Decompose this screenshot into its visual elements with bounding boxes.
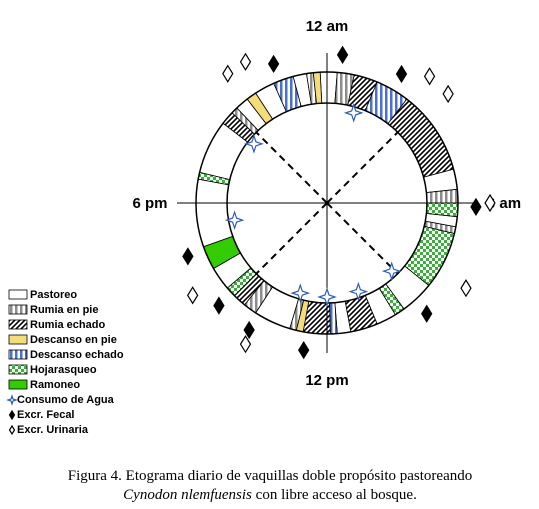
- diagonal-guide: [326, 202, 399, 275]
- legend-swatch: [8, 364, 28, 375]
- event-marker: [317, 287, 337, 307]
- diagonal-guide: [255, 202, 328, 275]
- diagonal-guide: [326, 131, 399, 204]
- event-marker: [290, 283, 311, 304]
- legend-swatch: [8, 334, 28, 345]
- legend-marker: [8, 409, 16, 421]
- legend-swatch: [8, 289, 28, 300]
- legend-label: Excr. Urinaria: [17, 424, 89, 436]
- diagonal-guide: [255, 131, 328, 204]
- event-marker: [213, 296, 225, 315]
- tick-label: 12 pm: [305, 372, 348, 389]
- event-marker: [298, 341, 310, 360]
- legend-label: Hojarasqueo: [30, 364, 97, 376]
- tick-label: 6 pm: [132, 195, 167, 212]
- event-marker: [421, 304, 433, 323]
- event-marker: [239, 335, 252, 354]
- event-marker: [222, 64, 234, 83]
- legend-swatch: [8, 319, 28, 330]
- event-marker: [244, 133, 264, 154]
- tick-label: 12 am: [306, 18, 349, 35]
- caption-species: Cynodon nlemfuensis: [123, 487, 252, 503]
- legend-label: Descanso en pie: [30, 334, 117, 346]
- legend-swatch: [8, 349, 28, 360]
- event-marker: [395, 64, 408, 84]
- event-marker: [239, 52, 252, 71]
- event-marker: [267, 54, 280, 74]
- legend-label: Ramoneo: [30, 379, 80, 391]
- event-marker: [423, 67, 436, 86]
- legend-label: Descanso echado: [30, 349, 124, 361]
- event-marker: [182, 247, 194, 266]
- event-marker: [460, 279, 472, 298]
- event-marker: [343, 102, 364, 123]
- legend-label: Rumia echado: [30, 319, 105, 331]
- event-marker: [381, 261, 402, 282]
- legend-label: Excr. Fecal: [17, 409, 75, 421]
- legend-label: Consumo de Agua: [17, 394, 115, 406]
- legend-swatch: [8, 379, 28, 390]
- event-marker: [470, 197, 482, 217]
- event-marker: [224, 210, 245, 231]
- event-marker: [187, 286, 199, 305]
- event-marker: [336, 45, 349, 64]
- event-marker: [442, 84, 454, 104]
- caption-2: Cynodon nlemfuensis con libre acceso al …: [123, 487, 417, 503]
- legend-label: Pastoreo: [30, 289, 77, 301]
- event-marker: [484, 193, 496, 213]
- tick-label: 6 am: [487, 195, 521, 212]
- caption-rest: con libre acceso al bosque.: [252, 487, 417, 503]
- legend-swatch: [8, 304, 28, 315]
- plot: 12 am 6 am 12 pm 6 pm Pastoreo Rumia en pie Ru…: [6, 18, 521, 436]
- caption: Figura 4. Etograma diario de vaquillas d…: [68, 468, 473, 484]
- legend-marker: [6, 394, 18, 406]
- legend-marker: [8, 424, 16, 436]
- event-marker: [348, 281, 369, 302]
- legend-label: Rumia en pie: [30, 304, 98, 316]
- event-marker: [243, 320, 255, 340]
